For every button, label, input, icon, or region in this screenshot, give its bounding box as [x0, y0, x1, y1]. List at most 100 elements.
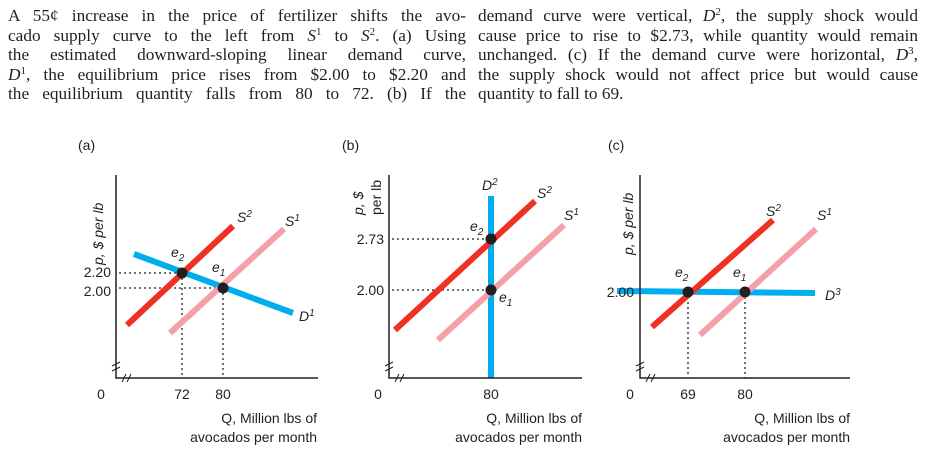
s2-label: S2 — [766, 203, 781, 219]
x-axis-label-line1: Q, Million lbs of — [754, 410, 850, 426]
axes — [639, 175, 850, 379]
panel-a: (a) p, $ per lb 2.20 2.00 0 72 80 Q, Mil… — [78, 137, 318, 445]
e2-label: e2 — [171, 244, 185, 264]
caption-text: , the supply shock would — [720, 6, 918, 25]
axis-break-marks — [635, 361, 656, 383]
supply-curve-s1 — [167, 226, 287, 336]
caption-text: , the equilibrium price rises from $2.00… — [25, 64, 466, 84]
panel-label: (a) — [78, 137, 95, 153]
caption-text: cado supply curve to the left from — [8, 25, 308, 45]
x-axis-label-line1: Q, Million lbs of — [221, 410, 317, 426]
panel-label: (c) — [608, 137, 624, 153]
d2-label: D2 — [482, 177, 498, 193]
e2-label: e2 — [470, 218, 484, 238]
guide-lines — [119, 272, 224, 378]
price-tick: 2.20 — [84, 264, 111, 280]
e1-label: e1 — [499, 289, 512, 309]
supply-curve-s1 — [697, 226, 819, 338]
equilibrium-e1 — [217, 282, 229, 294]
equilibrium-e1 — [485, 284, 497, 296]
caption-text: quantity to fall to 69. — [478, 84, 624, 104]
caption-right-column: demand curve were vertical, D2, the supp… — [478, 6, 918, 104]
caption-text: D — [702, 6, 716, 25]
e2-label: e2 — [675, 264, 689, 284]
superscript: 1 — [316, 25, 322, 38]
demand-curve-d1 — [132, 251, 295, 316]
caption-line: unchanged. (c) If the demand curve were … — [478, 45, 918, 65]
axis-break-marks — [384, 361, 405, 383]
caption-text: S — [361, 25, 370, 45]
s1-label: S1 — [564, 207, 579, 223]
axes — [115, 175, 318, 379]
price-tick: 2.00 — [84, 283, 111, 299]
price-tick: 2.73 — [357, 231, 384, 247]
caption-text: . (a) Using — [375, 25, 466, 45]
quantity-tick: 80 — [215, 386, 231, 402]
supply-curve-s1 — [435, 222, 567, 343]
x-axis-label-line2: avocados per month — [723, 429, 850, 445]
equilibrium-e2 — [682, 286, 694, 298]
x-axis-label-line2: avocados per month — [190, 429, 317, 445]
superscript: 2 — [369, 25, 376, 38]
supply-curve-s2 — [650, 217, 775, 330]
y-axis-label: p, $ per lb — [90, 203, 106, 266]
caption-line: the estimated downward-sloping linear de… — [8, 45, 466, 65]
superscript: 1 — [20, 64, 26, 77]
axis-break-marks — [111, 361, 132, 383]
caption-text: unchanged. (c) If the demand curve were … — [478, 45, 896, 65]
caption-line: quantity to fall to 69. — [478, 84, 918, 104]
caption-text: the supply shock would not affect price … — [478, 64, 918, 84]
quantity-tick: 80 — [737, 386, 753, 402]
price-tick: 2.00 — [607, 284, 634, 300]
caption-text: S — [307, 25, 317, 45]
d1-label: D1 — [299, 308, 315, 324]
s2-label: S2 — [237, 209, 252, 225]
x-axis-label-line2: avocados per month — [455, 429, 582, 445]
y-axis-label-line1: p, $ — [350, 191, 366, 216]
panel-label: (b) — [342, 137, 359, 153]
y-axis-label: p, $ per lb — [620, 193, 636, 256]
quantity-tick: 69 — [680, 386, 696, 402]
caption-line: A 55¢ increase in the price of fertilize… — [8, 6, 466, 26]
quantity-tick: 72 — [174, 386, 190, 402]
equilibrium-e2 — [485, 233, 497, 245]
guide-lines — [687, 292, 746, 378]
caption-text: the equilibrium quantity falls from 80 t… — [8, 84, 466, 104]
y-axis-label-line2: per lb — [368, 180, 384, 215]
x-axis-label-line1: Q, Million lbs of — [486, 410, 582, 426]
caption-text: cause price to rise to $2.73, while quan… — [478, 25, 918, 45]
caption-text: D — [8, 64, 21, 84]
origin-label: 0 — [626, 386, 634, 402]
e1-label: e1 — [733, 264, 746, 284]
panel-b: (b) p, $ per lb 2.73 2.00 0 80 Q, Millio… — [342, 137, 582, 445]
caption-text: D — [895, 45, 909, 65]
s1-label: S1 — [817, 207, 832, 223]
demand-curve-d3 — [616, 288, 816, 296]
equilibrium-e2 — [176, 267, 188, 279]
price-tick: 2.00 — [357, 282, 384, 298]
caption-text: A 55¢ increase in the price of fertilize… — [8, 6, 466, 25]
caption-text: , — [913, 45, 918, 65]
panel-c: (c) p, $ per lb 2.00 0 69 80 Q, Million … — [607, 137, 850, 445]
origin-label: 0 — [97, 386, 105, 402]
caption-text: to — [321, 25, 362, 45]
caption-line: cado supply curve to the left from S1 to… — [8, 26, 466, 46]
caption-line: the equilibrium quantity falls from 80 t… — [8, 84, 466, 104]
caption-text: the estimated downward-sloping linear de… — [8, 45, 466, 65]
caption-line: demand curve were vertical, D2, the supp… — [478, 6, 918, 26]
e1-label: e1 — [212, 259, 225, 279]
s1-label: S1 — [285, 213, 300, 229]
d3-label: D3 — [825, 287, 841, 303]
caption-left-column: A 55¢ increase in the price of fertilize… — [8, 6, 466, 104]
superscript: 3 — [908, 45, 914, 58]
caption-line: cause price to rise to $2.73, while quan… — [478, 26, 918, 46]
caption-line: the supply shock would not affect price … — [478, 65, 918, 85]
caption-text: demand curve were vertical, — [478, 6, 703, 25]
equilibrium-e1 — [739, 286, 751, 298]
supply-curve-s2 — [392, 198, 538, 333]
quantity-tick: 80 — [483, 386, 499, 402]
s2-label: S2 — [537, 185, 552, 201]
superscript: 2 — [715, 6, 721, 18]
caption-line: D1, the equilibrium price rises from $2.… — [8, 65, 466, 85]
